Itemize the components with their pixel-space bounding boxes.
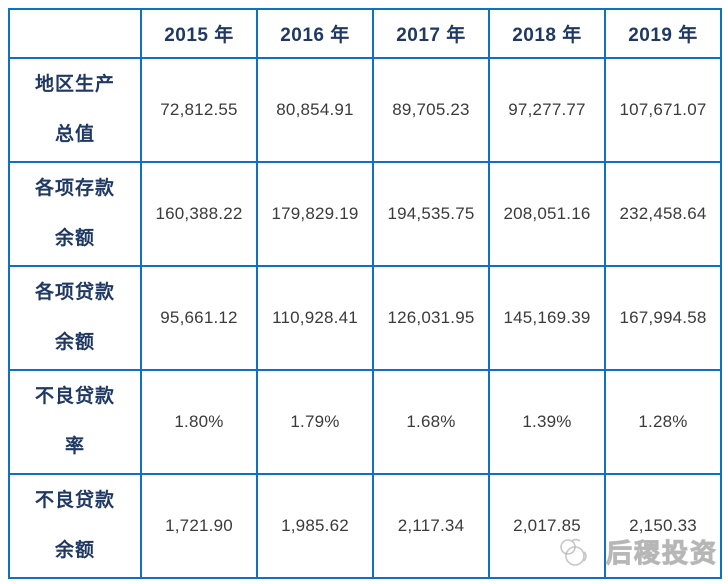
npl-ratio-2018: 1.39%: [488, 369, 606, 475]
row-label-npl-ratio: 不良贷款 率: [8, 369, 142, 475]
financial-indicators-table: 2015 年 2016 年 2017 年 2018 年 2019 年 地区生产 …: [8, 8, 722, 579]
loans-2016: 110,928.41: [256, 265, 374, 371]
table-row-npl-balance: 不良贷款 余额 1,721.90 1,985.62 2,117.34 2,017…: [8, 473, 722, 579]
loans-2019: 167,994.58: [604, 265, 722, 371]
table-row-loans: 各项贷款 余额 95,661.12 110,928.41 126,031.95 …: [8, 265, 722, 371]
deposits-2018: 208,051.16: [488, 161, 606, 267]
npl-balance-2017: 2,117.34: [372, 473, 490, 579]
deposits-2019: 232,458.64: [604, 161, 722, 267]
loans-2017: 126,031.95: [372, 265, 490, 371]
gdp-2017: 89,705.23: [372, 57, 490, 163]
table-row-npl-ratio: 不良贷款 率 1.80% 1.79% 1.68% 1.39% 1.28%: [8, 369, 722, 475]
deposits-2016: 179,829.19: [256, 161, 374, 267]
gdp-2019: 107,671.07: [604, 57, 722, 163]
table-row-deposits: 各项存款 余额 160,388.22 179,829.19 194,535.75…: [8, 161, 722, 267]
row-label-npl-balance: 不良贷款 余额: [8, 473, 142, 579]
year-header-2019: 2019 年: [604, 8, 722, 59]
year-header-2018: 2018 年: [488, 8, 606, 59]
npl-balance-2019: 2,150.33: [604, 473, 722, 579]
row-label-loans: 各项贷款 余额: [8, 265, 142, 371]
npl-balance-2015: 1,721.90: [140, 473, 258, 579]
table-header-row: 2015 年 2016 年 2017 年 2018 年 2019 年: [8, 8, 722, 59]
npl-balance-2018: 2,017.85: [488, 473, 606, 579]
row-label-gdp: 地区生产 总值: [8, 57, 142, 163]
loans-2018: 145,169.39: [488, 265, 606, 371]
year-header-2016: 2016 年: [256, 8, 374, 59]
year-header-2017: 2017 年: [372, 8, 490, 59]
npl-ratio-2015: 1.80%: [140, 369, 258, 475]
npl-ratio-2017: 1.68%: [372, 369, 490, 475]
deposits-2015: 160,388.22: [140, 161, 258, 267]
corner-cell: [8, 8, 142, 59]
npl-ratio-2016: 1.79%: [256, 369, 374, 475]
loans-2015: 95,661.12: [140, 265, 258, 371]
npl-ratio-2019: 1.28%: [604, 369, 722, 475]
gdp-2018: 97,277.77: [488, 57, 606, 163]
row-label-deposits: 各项存款 余额: [8, 161, 142, 267]
npl-balance-2016: 1,985.62: [256, 473, 374, 579]
table-row-gdp: 地区生产 总值 72,812.55 80,854.91 89,705.23 97…: [8, 57, 722, 163]
year-header-2015: 2015 年: [140, 8, 258, 59]
gdp-2016: 80,854.91: [256, 57, 374, 163]
deposits-2017: 194,535.75: [372, 161, 490, 267]
gdp-2015: 72,812.55: [140, 57, 258, 163]
